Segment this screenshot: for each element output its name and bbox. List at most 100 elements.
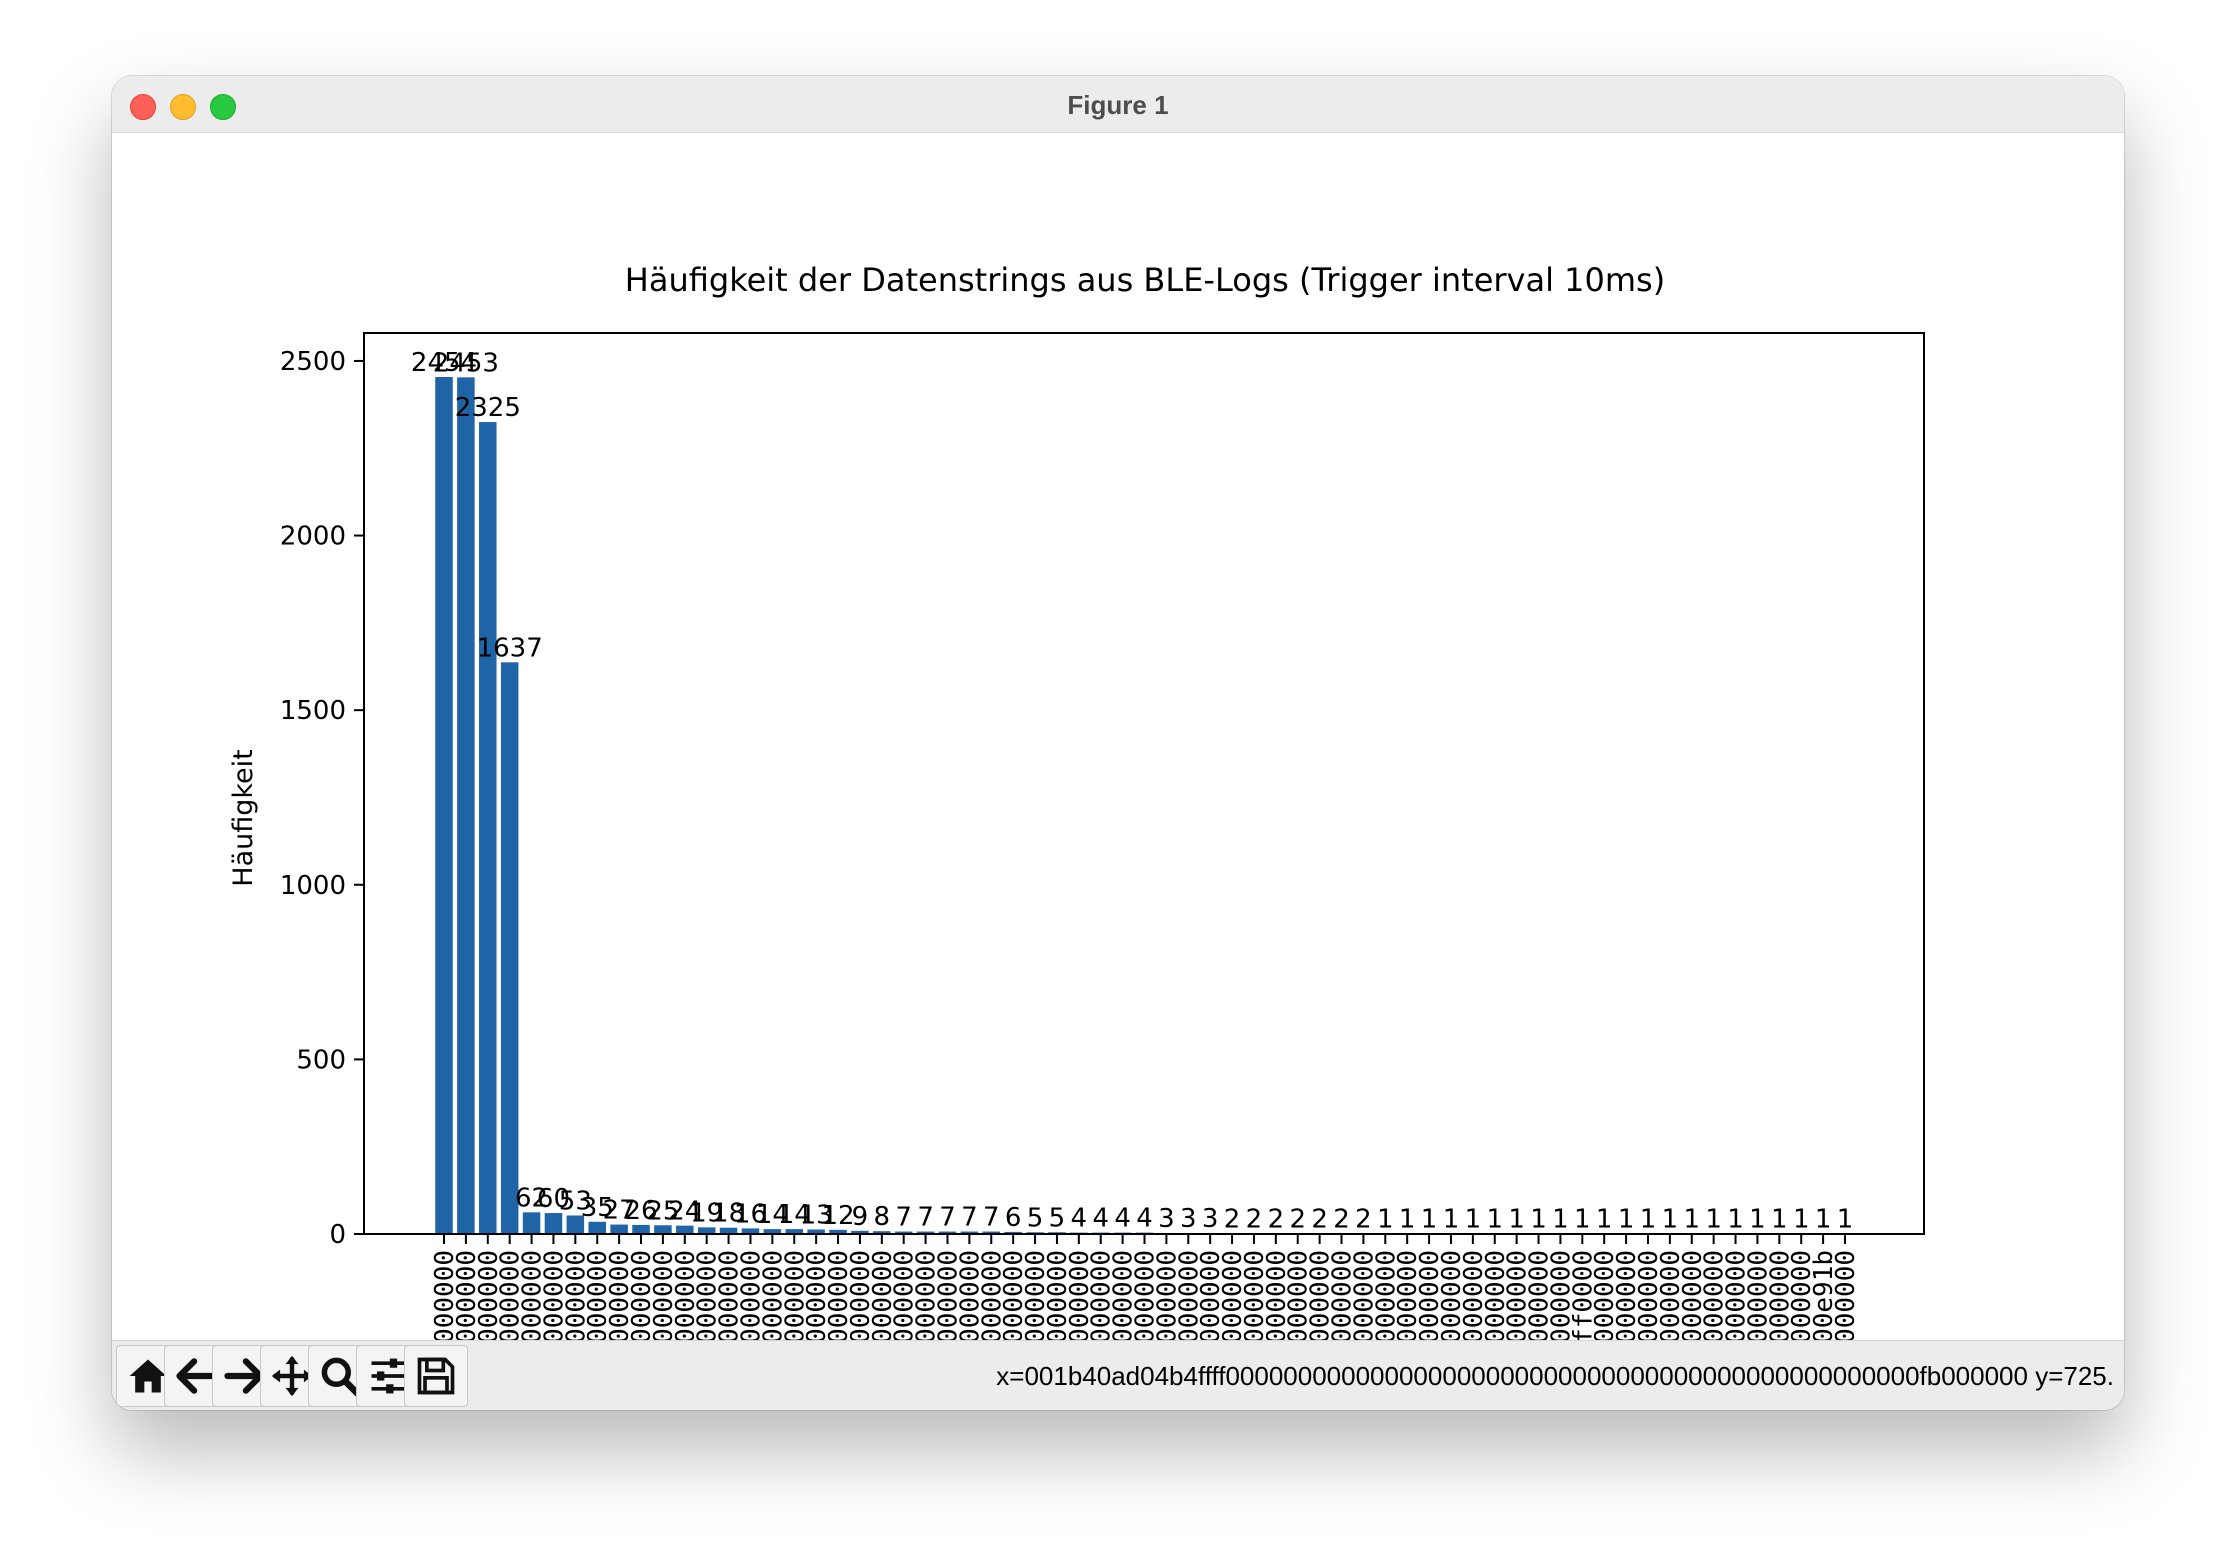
x-tick-label: 000000	[1065, 1250, 1095, 1342]
bar-value-label: 7	[961, 1203, 978, 1233]
x-tick-label: 000000	[1678, 1250, 1708, 1342]
x-tick-label: 00e91b	[1809, 1250, 1839, 1342]
bar	[916, 1231, 935, 1234]
x-tick-label: 000000	[715, 1250, 745, 1342]
pan-icon	[271, 1355, 313, 1397]
x-axis: 0000000000000000000000000000000000000000…	[430, 1234, 1861, 1342]
x-tick-label: 000000	[1240, 1250, 1270, 1342]
x-tick-label: 000000	[1152, 1250, 1182, 1342]
back-icon	[176, 1358, 216, 1394]
bar-value-label: 18	[712, 1199, 745, 1229]
x-tick-label: 000000	[452, 1250, 482, 1342]
bar	[697, 1227, 716, 1234]
bar-chart: Häufigkeit der Datenstrings aus BLE-Logs…	[228, 261, 1925, 1342]
y-tick-label: 0	[329, 1220, 346, 1250]
x-tick-label: 000000	[671, 1250, 701, 1342]
x-tick-label: 000000	[1087, 1250, 1117, 1342]
x-tick-label: 000000	[1831, 1250, 1861, 1342]
bar-value-label: 4	[1136, 1204, 1153, 1234]
bar-value-label: 1	[1749, 1205, 1766, 1235]
bar	[479, 422, 497, 1234]
x-tick-label: 000000	[1131, 1250, 1161, 1342]
bar-value-label: 24	[668, 1197, 701, 1227]
x-tick-label: 000000	[474, 1250, 504, 1342]
bar-value-label: 3	[1158, 1204, 1175, 1234]
x-tick-label: 000000	[1328, 1250, 1358, 1342]
bar	[588, 1221, 606, 1234]
bar-value-label: 1	[1486, 1205, 1503, 1235]
bar-value-label: 2	[1355, 1204, 1372, 1234]
bar-value-label: 1	[1443, 1205, 1460, 1235]
zoom-window-button[interactable]	[210, 94, 236, 120]
bar	[873, 1231, 891, 1234]
y-axis: 0 500 1000 1500 2000 2500	[280, 347, 364, 1250]
x-tick-label: 000000	[1590, 1250, 1620, 1342]
bar-value-label: 3	[1202, 1204, 1219, 1234]
x-tick-label: 000000	[977, 1250, 1007, 1342]
x-tick-label: 000000	[1656, 1250, 1686, 1342]
x-tick-label: 000000	[1218, 1250, 1248, 1342]
x-tick-label: 000000	[1700, 1250, 1730, 1342]
bar	[654, 1225, 672, 1234]
x-tick-label: 000000	[933, 1250, 963, 1342]
bar-value-label: 2325	[455, 393, 521, 423]
x-tick-label: 000000	[605, 1250, 635, 1342]
bar-value-label: 6	[1005, 1203, 1022, 1233]
bar-value-label: 7	[895, 1203, 912, 1233]
bar-value-label: 53	[559, 1186, 592, 1216]
minimize-button[interactable]	[170, 94, 196, 120]
x-tick-label: 000000	[1765, 1250, 1795, 1342]
bar-value-label: 27	[603, 1196, 636, 1226]
y-tick-label: 500	[296, 1045, 346, 1075]
x-tick-label: 000000	[802, 1250, 832, 1342]
bar-value-label: 2454	[411, 348, 477, 378]
x-tick-label: 000000	[1525, 1250, 1555, 1342]
y-tick-label: 2500	[280, 347, 346, 377]
bar	[785, 1229, 804, 1234]
bar-value-label: 1	[1596, 1205, 1613, 1235]
bar-value-label: 26	[624, 1196, 657, 1226]
x-tick-label: 000000	[1546, 1250, 1576, 1342]
x-tick-label: 000000	[1437, 1250, 1467, 1342]
bar-value-label: 5	[1027, 1203, 1044, 1233]
bar-value-label: 4	[1071, 1204, 1088, 1234]
bar	[632, 1224, 650, 1234]
bar-value-label: 1	[1574, 1205, 1591, 1235]
bar-value-label: 1	[1377, 1205, 1394, 1235]
bar	[676, 1225, 694, 1234]
x-tick-label: 000000	[496, 1250, 526, 1342]
bar-value-label: 35	[581, 1193, 614, 1223]
bar-value-label: 25	[646, 1196, 679, 1226]
bar	[938, 1231, 957, 1234]
figure-canvas[interactable]: Häufigkeit der Datenstrings aus BLE-Logs…	[112, 133, 2124, 1342]
x-tick-label: 000000	[1459, 1250, 1489, 1342]
bar-value-label: 8	[874, 1202, 891, 1232]
x-tick-label: 000000	[1743, 1250, 1773, 1342]
x-tick-label: 000000	[1787, 1250, 1817, 1342]
bar-value-label: 1	[1727, 1205, 1744, 1235]
bar-value-label: 7	[939, 1203, 956, 1233]
bar-value-label: 1	[1465, 1205, 1482, 1235]
x-tick-label: 000000	[1262, 1250, 1292, 1342]
bar-value-label: 1	[1552, 1205, 1569, 1235]
x-tick-label: 000000	[912, 1250, 942, 1342]
bar-value-label: 7	[983, 1203, 1000, 1233]
save-button[interactable]	[404, 1345, 468, 1407]
bar-value-label: 60	[537, 1184, 570, 1214]
bar-value-label: 1	[1618, 1205, 1635, 1235]
title-bar[interactable]: Figure 1	[112, 76, 2124, 133]
x-tick-label: 000000	[1109, 1250, 1139, 1342]
bar	[763, 1229, 782, 1234]
bar	[982, 1231, 1001, 1234]
x-tick-label: 000000	[780, 1250, 810, 1342]
close-button[interactable]	[130, 94, 156, 120]
bar-value-label: 1	[1771, 1205, 1788, 1235]
bar-value-label: 1	[1508, 1205, 1525, 1235]
cursor-coordinates: x=001b40ad04b4ffff0000000000000000000000…	[996, 1361, 2114, 1391]
x-tick-label: 000000	[1306, 1250, 1336, 1342]
navigation-toolbar: x=001b40ad04b4ffff0000000000000000000000…	[112, 1340, 2124, 1410]
bar-value-label: 7	[917, 1203, 934, 1233]
x-tick-label: 000000	[846, 1250, 876, 1342]
bar-value-label: 2	[1268, 1204, 1285, 1234]
bar	[960, 1231, 979, 1234]
